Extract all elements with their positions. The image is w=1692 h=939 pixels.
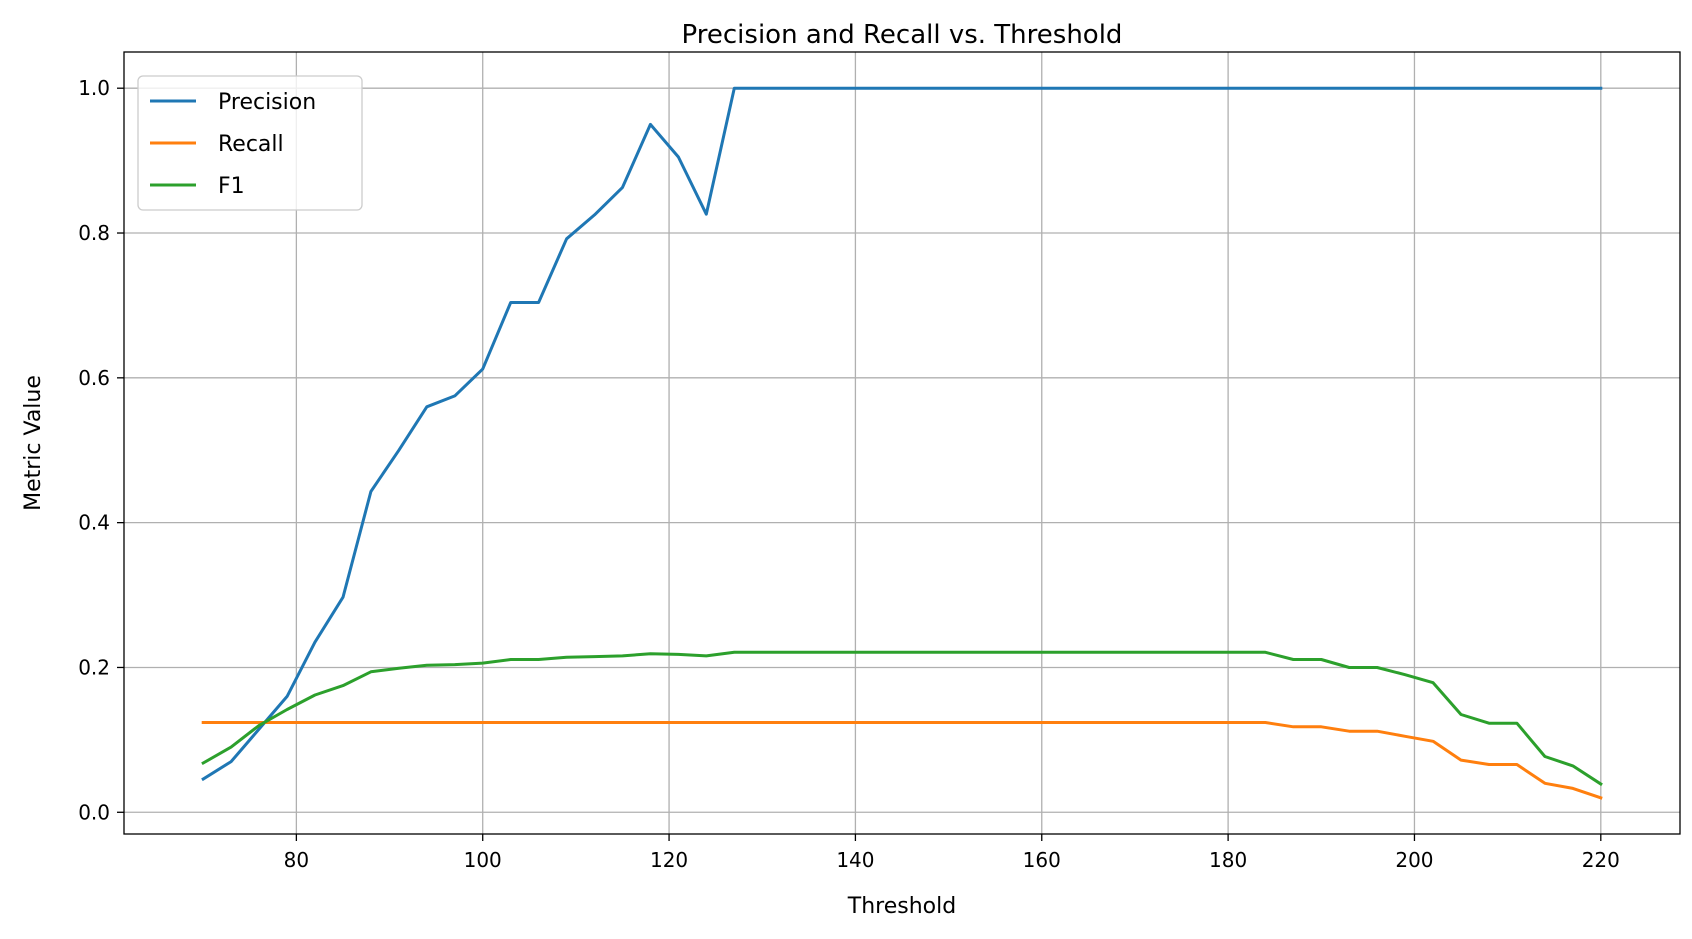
plot-area-frame (123, 51, 1681, 835)
y-tick-label: 0.6 (78, 366, 110, 390)
x-tick-label: 120 (650, 848, 688, 872)
y-tick-label: 0.4 (78, 511, 110, 535)
x-tick-label: 220 (1582, 848, 1620, 872)
x-tick-label: 200 (1395, 848, 1433, 872)
chart-title: Precision and Recall vs. Threshold (682, 20, 1123, 50)
x-tick-label: 140 (836, 848, 874, 872)
legend-frame (137, 75, 363, 211)
x-tick-label: 80 (284, 848, 309, 872)
x-tick-label: 160 (1023, 848, 1061, 872)
y-tick-label: 0.8 (78, 221, 110, 245)
y-tick-label: 0.0 (78, 800, 110, 824)
legend-label-recall: Recall (218, 132, 284, 157)
x-tick-label: 180 (1209, 848, 1247, 872)
x-axis-label: Threshold (847, 894, 956, 919)
y-axis-label: Metric Value (21, 375, 46, 511)
x-tick-label: 100 (464, 848, 502, 872)
series-line-f1 (201, 650, 1603, 787)
series-line-precision (201, 86, 1603, 782)
series-line-recall (201, 721, 1603, 800)
legend-label-precision: Precision (218, 90, 316, 115)
axis-ticks: 80 100 120 140 160 180 200 220 0.0 0.2 0.4 0.6 0.8 1.… (78, 76, 1620, 872)
legend: Precision Recall F1 (137, 75, 363, 211)
y-tick-label: 1.0 (78, 76, 110, 100)
legend-label-f1: F1 (218, 174, 245, 199)
y-tick-label: 0.2 (78, 655, 110, 679)
series-lines (201, 86, 1603, 800)
